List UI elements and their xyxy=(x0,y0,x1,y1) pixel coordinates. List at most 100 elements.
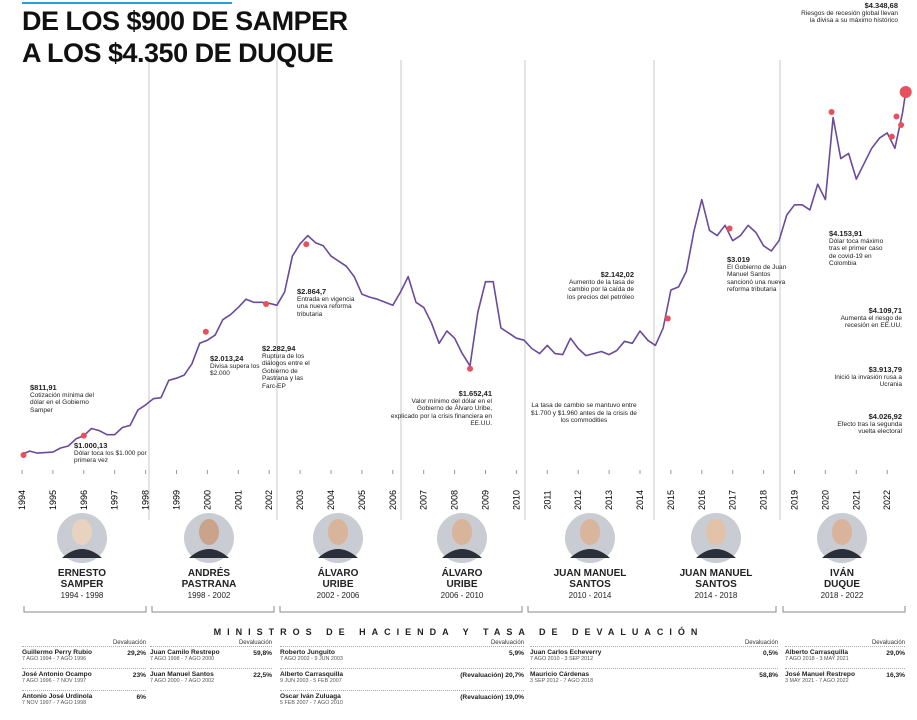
x-tick-label: 2003 xyxy=(295,490,305,510)
minister-name: Juan Manuel Santos xyxy=(150,671,214,678)
annotation: $2.142,02 Aumento de la tasa de cambio po… xyxy=(562,271,634,301)
x-tick-label: 2004 xyxy=(326,490,336,510)
president-name: ÁLVARO xyxy=(441,568,483,579)
president-period: 2006 - 2010 xyxy=(440,591,484,600)
portrait-suit xyxy=(62,549,102,558)
minister-rate: 58,8% xyxy=(759,672,778,679)
x-tick-label: 2010 xyxy=(511,490,521,510)
annotation: $3.019 El Gobierno de Juan Manuel Santos … xyxy=(727,256,789,294)
ministers-column: Devaluación Guillermo Perry Rubio 7 AGO 19… xyxy=(22,640,146,712)
x-tick-label: 1994 xyxy=(17,490,27,510)
x-tick-label: 2012 xyxy=(573,490,583,510)
minister-dates: 7 AGO 1998 - 7 AGO 2000 xyxy=(150,656,215,662)
x-tick-label: 2011 xyxy=(542,490,552,509)
annotation: $4.348,68 Riesgos de recesión global llev… xyxy=(800,2,898,25)
president-name: SANTOS xyxy=(569,579,611,590)
x-tick-label: 2002 xyxy=(264,490,274,510)
annotation: $3.913,79 Inició la invasión rusa a Ucran… xyxy=(822,366,902,389)
portrait-suit xyxy=(696,549,736,558)
ministers-column: Devaluación Alberto Carrasquilla 7 AGO 201… xyxy=(785,640,905,690)
president-period: 2010 - 2014 xyxy=(568,591,612,600)
x-tick-label: 2013 xyxy=(604,490,614,510)
president-name: PASTRANA xyxy=(181,579,237,590)
annotation-value: $3.019 xyxy=(727,255,750,264)
annotation-value: $811,91 xyxy=(30,383,57,392)
minister-dates: 7 AGO 2002 - 9 JUN 2003 xyxy=(280,656,343,662)
ministers-column: Devaluación Roberto Junguito 7 AGO 2002 - … xyxy=(280,640,524,712)
bracket xyxy=(527,606,777,613)
portrait-face xyxy=(328,519,348,545)
bracket xyxy=(23,606,147,613)
president-name: JUAN MANUEL xyxy=(553,568,627,579)
minister-dates: 7 AGO 1994 - 7 AGO 1996 xyxy=(22,656,87,662)
annotation: $4.026,92 Efecto tras la segunda vuelta e… xyxy=(822,413,902,436)
annotation-text: Ruptura de los diálogos entre el Gobiern… xyxy=(262,352,310,390)
period-separators xyxy=(148,60,781,520)
annotation-text: Cotización mínima del dólar en el Gobier… xyxy=(30,391,94,414)
x-tick-label: 2006 xyxy=(388,490,398,510)
annotation-dot xyxy=(20,452,27,458)
minister-name: Antonio José Urdinola xyxy=(22,693,93,700)
minister-name: Alberto Carrasquilla xyxy=(280,671,344,678)
brackets xyxy=(23,606,906,613)
annotation-text: Aumento de la tasa de cambio por la caíd… xyxy=(567,278,634,301)
annotation-value: $4.026,92 xyxy=(868,412,902,421)
ministers-title: MINISTROS DE HACIENDA Y TASA DE DEVALUAC… xyxy=(213,627,704,637)
annotation: $2.864,7 Entrada en vigencia una nueva re… xyxy=(297,288,359,318)
minister-rate: 59,8% xyxy=(253,650,272,657)
ministers-column: Devaluación Juan Carlos Echeverry 7 AGO 20… xyxy=(530,640,778,690)
annotation-text: Dólar toca los $1.000 por primera vez xyxy=(74,449,147,465)
minister-row: Juan Manuel Santos 7 AGO 2000 - 7 AGO 200… xyxy=(150,668,272,690)
minister-rate: 23% xyxy=(132,672,146,679)
annotation-dot xyxy=(467,365,474,372)
annotation-dot xyxy=(893,113,900,120)
note: La tasa de cambio se mantuvo entre $1.70… xyxy=(531,402,637,425)
annotation-value: $4.109,71 xyxy=(868,306,902,315)
minister-rate: 29,2% xyxy=(127,650,146,657)
minister-dates: 7 AGO 1996 - 7 NOV 1997 xyxy=(22,678,87,684)
top-rule xyxy=(22,2,232,4)
president-period: 2014 - 2018 xyxy=(694,591,738,600)
portrait-face xyxy=(72,519,92,545)
annotation-dot xyxy=(899,86,912,98)
minister-dates: 3 SEP 2012 - 7 AGO 2018 xyxy=(530,678,594,684)
annotation-value: $2.142,02 xyxy=(600,270,634,279)
portrait-face xyxy=(580,519,600,545)
x-tick-label: 2021 xyxy=(851,490,861,510)
president-period: 1994 - 1998 xyxy=(60,591,104,600)
president-period: 1998 - 2002 xyxy=(187,591,231,600)
minister-row: Guillermo Perry Rubio 7 AGO 1994 - 7 AGO … xyxy=(22,646,146,668)
minister-rate: 5,9% xyxy=(508,650,524,657)
x-tick-label: 2015 xyxy=(666,490,676,510)
minister-dates: 5 FEB 2007 - 7 AGO 2010 xyxy=(280,700,343,706)
minister-name: Roberto Junguito xyxy=(280,649,335,656)
x-tick-label: 2007 xyxy=(419,490,429,510)
annotation-dot xyxy=(202,328,209,335)
portrait-face xyxy=(199,519,219,545)
title-line: DE LOS $900 DE SAMPER xyxy=(22,6,348,36)
column-header: Devaluación xyxy=(490,640,524,646)
annotation: $2.282,94 Ruptura de los diálogos entre e… xyxy=(262,345,318,391)
x-tick-label: 2008 xyxy=(450,490,460,510)
annotation-value: $2.282,94 xyxy=(262,344,296,353)
bracket xyxy=(151,606,275,613)
president: ERNESTO SAMPER 1994 - 1998 xyxy=(22,568,142,600)
annotation-text: Riesgos de recesión global llevan la div… xyxy=(801,9,898,25)
portrait-suit xyxy=(442,549,482,558)
minister-name: Juan Carlos Echeverry xyxy=(530,649,602,656)
annotation-text: Entrada en vigencia una nueva reforma tr… xyxy=(297,295,355,318)
annotation: $1.000,13 Dólar toca los $1.000 por prime… xyxy=(74,442,154,465)
minister-row: Mauricio Cárdenas 3 SEP 2012 - 7 AGO 2018… xyxy=(530,668,778,690)
column-header: Devaluación xyxy=(112,640,146,646)
annotation-dot xyxy=(80,432,87,439)
president-name: JUAN MANUEL xyxy=(679,568,753,579)
president-name: ÁLVARO xyxy=(317,568,359,579)
president-name: URIBE xyxy=(446,579,478,590)
minister-name: José Antonio Ocampo xyxy=(22,671,92,678)
annotation-text: Efecto tras la segunda vuelta electoral xyxy=(837,420,902,436)
minister-dates: 3 MAY 2021 - 7 AGO 2022 xyxy=(785,678,849,684)
column-header: Devaluación xyxy=(744,640,778,646)
annotation-dot xyxy=(263,301,270,308)
portrait-suit xyxy=(822,549,862,558)
